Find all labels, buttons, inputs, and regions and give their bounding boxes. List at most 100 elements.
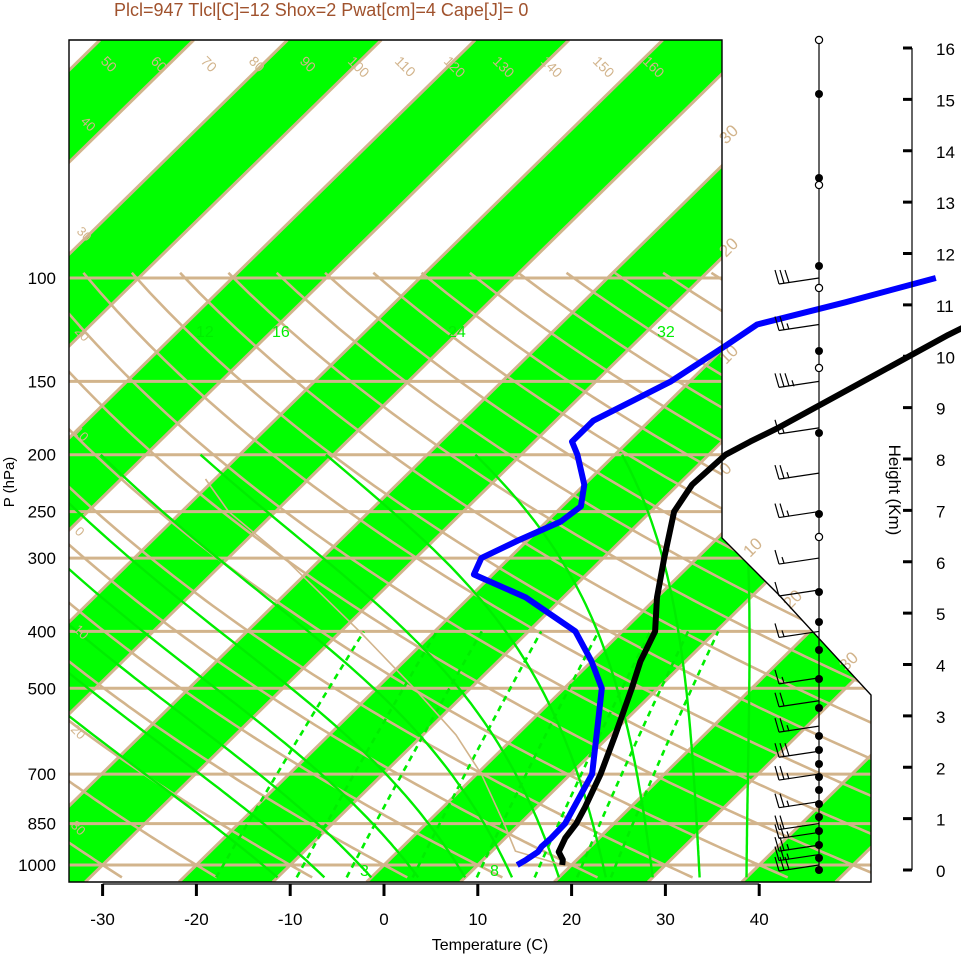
moist-adiabat <box>474 453 654 878</box>
moist-adiabat <box>69 453 373 879</box>
wind-feather <box>779 743 785 757</box>
temperature-tick-label: 0 <box>379 910 388 929</box>
wind-barb <box>778 750 820 758</box>
wind-feather <box>781 556 785 564</box>
observation-dot <box>815 90 823 98</box>
wind-barb <box>778 864 820 872</box>
wind-feather <box>779 793 785 808</box>
observation-dot <box>815 262 823 270</box>
mixing-ratio-line <box>575 630 690 878</box>
temperature-band <box>179 40 871 882</box>
moist-adiabat <box>69 453 467 879</box>
dry-adiabat <box>130 271 871 879</box>
wind-feather <box>774 846 780 861</box>
mixing-ratio-label: 16 <box>272 324 290 341</box>
wind-barb <box>778 589 820 597</box>
observation-dot <box>815 866 823 874</box>
isotherm <box>271 40 871 882</box>
height-tick-label: 2 <box>936 759 945 778</box>
wind-feather <box>786 772 790 780</box>
wind-barb <box>778 323 820 332</box>
mixing-ratio-line <box>295 630 438 879</box>
chart-title: Plcl=947 Tlcl[C]=12 Shox=2 Pwat[cm]=4 Ca… <box>114 0 529 20</box>
wind-barb <box>778 831 820 840</box>
wind-feather <box>774 581 780 597</box>
wind-feather <box>779 692 785 707</box>
wind-feather <box>786 724 790 732</box>
observation-dot <box>815 429 823 437</box>
temperature-band <box>69 40 382 882</box>
observation-dot-open <box>814 532 824 542</box>
wind-barbs <box>774 40 820 872</box>
dewpoint-profile-line <box>470 275 937 868</box>
height-tick-label: 8 <box>936 451 945 470</box>
dry-adiabat <box>69 272 503 879</box>
dry-adiabat <box>179 271 871 879</box>
wind-feather <box>784 743 790 756</box>
height-tick-label: 13 <box>936 194 955 213</box>
dry-adiabat <box>69 271 871 879</box>
observation-dot <box>815 618 823 626</box>
dry-adiabat <box>275 271 871 879</box>
mixing-ratio-label: 12 <box>196 324 214 341</box>
pressure-tick-label: 500 <box>28 679 56 698</box>
height-tick-label: 5 <box>936 605 945 624</box>
pressure-tick-label: 200 <box>28 446 56 465</box>
temperature-band <box>69 40 871 882</box>
wind-feather <box>786 831 790 838</box>
wind-feather <box>779 765 785 780</box>
height-tick-label: 9 <box>936 400 945 419</box>
wind-feather <box>774 464 780 480</box>
wind-feather <box>784 269 790 283</box>
dry-adiabat <box>69 272 871 879</box>
observation-dot <box>815 510 823 518</box>
dry-adiabat <box>69 272 694 879</box>
wind-barb <box>778 773 820 781</box>
isotherm <box>647 40 871 882</box>
isotherm <box>69 40 383 882</box>
pressure-axis: 1000 850 700 500 400 300 250 200 150 100 <box>18 269 56 875</box>
temperature-tick-label: 10 <box>468 910 487 929</box>
wind-barb <box>778 277 820 285</box>
moist-adiabat <box>325 453 607 878</box>
wind-feather <box>774 815 780 830</box>
wind-barb <box>778 801 820 809</box>
mixing-ratio-label: 32 <box>657 324 675 341</box>
dry-adiabat <box>69 272 599 879</box>
observation-dot <box>815 841 823 849</box>
wind-feather <box>774 373 780 388</box>
wind-feather <box>774 669 780 685</box>
pressure-tick-label: 150 <box>28 372 56 391</box>
observation-dot <box>815 646 823 654</box>
moist-adiabat <box>69 453 326 879</box>
height-tick-label: 16 <box>936 40 955 59</box>
height-tick-label: 10 <box>936 348 955 367</box>
wind-feather <box>779 269 785 284</box>
parcel-path <box>204 478 563 866</box>
observation-dot <box>815 786 823 794</box>
wind-barb <box>778 700 820 708</box>
plot-area <box>69 40 871 882</box>
wind-feather <box>779 503 785 517</box>
wind-barb <box>778 725 820 733</box>
observation-dot <box>815 675 823 683</box>
wind-barb <box>778 557 820 565</box>
wind-barb <box>778 630 820 639</box>
dry-adiabat <box>82 271 871 879</box>
potential-temperature-labels: 50 60 70 80 90 100 110 120 130 140 150 160 <box>98 53 668 81</box>
wind-barb <box>778 472 820 480</box>
wind-feather <box>786 800 790 807</box>
mixing-ratio-lines <box>214 630 720 879</box>
moist-adiabat <box>99 453 514 878</box>
dry-adiabat <box>69 272 789 879</box>
moist-adiabat <box>69 453 279 879</box>
wind-feather <box>774 856 780 872</box>
mixing-ratio-line <box>475 630 600 878</box>
observation-dot-open <box>814 180 824 190</box>
wind-feather <box>774 793 780 808</box>
observation-dot <box>815 854 823 862</box>
wind-feather <box>774 717 780 733</box>
mixing-ratio-line <box>345 630 483 878</box>
